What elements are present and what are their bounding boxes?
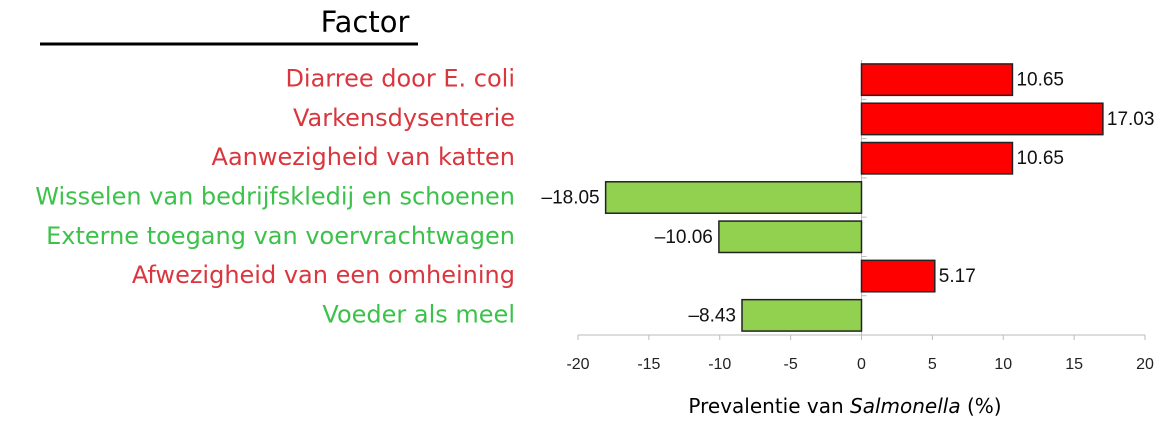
value-label: –8.43 <box>688 305 736 326</box>
x-label-part: Salmonella <box>850 394 961 418</box>
x-tick-label: 15 <box>1065 356 1083 373</box>
category-label: Varkensdysenterie <box>293 104 515 132</box>
x-tick-label: -10 <box>708 356 731 373</box>
category-label: Externe toegang van voervrachtwagen <box>46 222 515 250</box>
bar <box>860 102 1104 136</box>
category-label: Wisselen van bedrijfskledij en schoenen <box>35 183 515 211</box>
category-label: Diarree door E. coli <box>285 65 515 93</box>
bar <box>604 181 863 214</box>
bar <box>718 220 863 254</box>
x-tick-label: 10 <box>994 356 1012 373</box>
x-axis-label: Prevalentie van Salmonella (%) <box>688 394 1001 418</box>
value-label: 5.17 <box>939 266 976 287</box>
bar <box>860 63 1014 97</box>
x-tick-label: -15 <box>637 356 660 373</box>
category-label: Aanwezigheid van katten <box>212 143 515 171</box>
category-label: Voeder als meel <box>322 300 515 328</box>
x-tick-label: -20 <box>566 356 589 373</box>
x-tick-label: 0 <box>857 356 866 373</box>
bar <box>741 298 863 332</box>
value-label: –18.05 <box>542 188 600 209</box>
chart-title: Factor <box>321 5 410 39</box>
x-tick-label: 20 <box>1136 356 1154 373</box>
x-tick-label: -5 <box>784 356 798 373</box>
x-label-part: Prevalentie van <box>688 394 850 418</box>
bar <box>860 141 1014 175</box>
value-label: 10.65 <box>1016 148 1064 169</box>
x-tick-label: 5 <box>928 356 937 373</box>
value-label: 10.65 <box>1016 70 1064 91</box>
value-label: 17.03 <box>1107 109 1155 130</box>
value-label: –10.06 <box>655 227 713 248</box>
bar <box>860 259 936 293</box>
category-label: Afwezigheid van een omheining <box>132 261 515 289</box>
x-label-part: (%) <box>961 394 1002 418</box>
